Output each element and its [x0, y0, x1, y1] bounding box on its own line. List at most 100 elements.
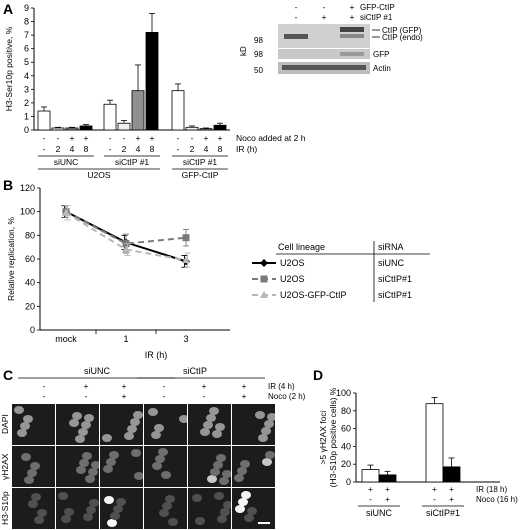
b-marker-square — [260, 275, 268, 283]
d-bar — [378, 474, 397, 483]
blot-header-sign: + — [322, 12, 327, 22]
a-y-tick-label: 5 — [24, 57, 29, 67]
d-noco-label: Noco (16 h) — [476, 495, 518, 504]
legend-sirna: siCtIP#1 — [378, 290, 412, 300]
micrograph-dapi — [188, 404, 231, 445]
d-ir-sign: + — [432, 484, 437, 494]
blot-ctip-endo-signal-2 — [340, 34, 364, 38]
a-ir-value: 8 — [150, 144, 155, 154]
micrograph-dapi — [100, 404, 143, 445]
panel-d-letter: D — [313, 367, 323, 383]
ir-4h-label: IR (4 h) — [268, 382, 295, 391]
b-x-tick-label: mock — [55, 334, 77, 344]
d-y-axis-label-2: (H3-S10p positive cells) % — [328, 387, 338, 487]
legend-sirna: siCtIP#1 — [378, 274, 412, 284]
blot-gfp-signal — [340, 52, 364, 56]
micrograph-gammah2ax — [100, 446, 143, 487]
d-ir-sign: + — [385, 484, 390, 494]
band-ctip-endo: CtIP (endo) — [382, 33, 423, 42]
b-marker-square — [182, 234, 190, 242]
marker-50: 50 — [254, 66, 263, 75]
b-x-tick-label: 3 — [183, 334, 188, 344]
b-y-tick-label: 60 — [25, 254, 35, 264]
c-ir-sign: + — [242, 381, 247, 391]
a-ir-value: - — [109, 144, 112, 154]
micrograph-gammah2ax — [144, 446, 187, 487]
b-y-tick-label: 0 — [30, 325, 35, 335]
d-noco-sign: + — [449, 494, 454, 504]
a-ir-value: 8 — [84, 144, 89, 154]
band-gfp: GFP — [373, 50, 389, 59]
a-noco-sign: - — [123, 133, 126, 143]
c-noco-sign: + — [242, 391, 247, 401]
western-blot-svg: - - + GFP-CtIP- + + siCtIP #1 kD 98 98 50 CtIP… — [239, 2, 423, 75]
panel-c-letter: C — [3, 367, 13, 383]
c-noco-sign: - — [163, 391, 166, 401]
marker-98-b: 98 — [254, 50, 263, 59]
c-ir-sign: + — [84, 381, 89, 391]
kd-label: kD — [239, 46, 248, 56]
a-noco-sign: + — [204, 133, 209, 143]
a-noco-sign: + — [136, 133, 141, 143]
d-bar — [442, 466, 461, 483]
d-noco-sign: - — [433, 494, 436, 504]
d-y-tick-label: 60 — [341, 424, 351, 434]
b-marker-triangle — [62, 208, 70, 216]
blot-header-sign: + — [350, 2, 355, 12]
b-y-tick-label: 20 — [25, 301, 35, 311]
panel-c-header: C siUNC siCtIP - + + - + +- - + - - + IR (4 h) Noc… — [3, 366, 306, 401]
panel-a-letter: A — [3, 1, 13, 17]
western-blot: - - + GFP-CtIP - + + siCtIP #1 kD 98 98 50 CtIP… — [236, 0, 520, 78]
blot-ctip-gfp-signal — [340, 27, 364, 32]
d-noco-sign: - — [369, 494, 372, 504]
micrograph-h3s10p — [144, 488, 187, 529]
legend-cell-lineage: U2OS-GFP-CtIP — [280, 290, 347, 300]
b-marker-triangle — [122, 245, 130, 253]
blot-header-sign: - — [295, 12, 298, 22]
a-noco-sign: + — [150, 133, 155, 143]
b-x-tick-label: 1 — [123, 334, 128, 344]
a-y-tick-label: 4 — [24, 71, 29, 81]
micrograph-h3s10p — [188, 488, 231, 529]
c-noco-sign: - — [85, 391, 88, 401]
a-ir-value: - — [177, 144, 180, 154]
blot-actin-signal — [282, 65, 366, 70]
group-label-siunc: siUNC — [84, 366, 110, 376]
c-ir-sign: + — [122, 381, 127, 391]
d-group-label: siUNC — [366, 508, 392, 518]
marker-98-a: 98 — [254, 36, 263, 45]
b-marker-diamond — [260, 259, 268, 267]
micrograph-gammah2ax — [188, 446, 231, 487]
b-y-tick-label: 100 — [20, 207, 35, 217]
legend-header-cell-lineage: Cell lineage — [278, 242, 325, 252]
c-noco-sign: - — [43, 391, 46, 401]
legend-cell-lineage: U2OS — [280, 274, 305, 284]
a-y-tick-label: 6 — [24, 44, 29, 54]
a-noco-sign: + — [218, 133, 223, 143]
micrograph-dapi — [12, 404, 55, 445]
micrograph-dapi — [56, 404, 99, 445]
legend-cell-lineage: U2OS — [280, 258, 305, 268]
b-marker-triangle — [260, 291, 268, 298]
d-y-axis-label-1: >5 γH2AX foci — [318, 410, 328, 464]
b-y-tick-label: 120 — [20, 183, 35, 193]
a-noco-label: Noco added at 2 h — [236, 133, 306, 143]
a-ir-value: 2 — [190, 144, 195, 154]
d-ir-sign: + — [368, 484, 373, 494]
a-y-tick-label: 1 — [24, 111, 29, 121]
legend-sirna: siUNC — [378, 258, 404, 268]
micrograph-gammah2ax — [56, 446, 99, 487]
blot-ctip-endo-signal-1 — [284, 34, 308, 39]
micrograph-gammah2ax — [12, 446, 55, 487]
panel-b-letter: B — [3, 177, 13, 193]
a-cell-group-gfp-ctip: GFP-CtIP — [182, 170, 219, 180]
band-actin: Actin — [373, 64, 391, 73]
c-ir-sign: - — [163, 381, 166, 391]
blot-header-sign: - — [323, 2, 326, 12]
micrograph-h3s10p — [12, 488, 55, 529]
a-y-tick-label: 7 — [24, 30, 29, 40]
legend-header-sirna: siRNA — [378, 242, 404, 252]
